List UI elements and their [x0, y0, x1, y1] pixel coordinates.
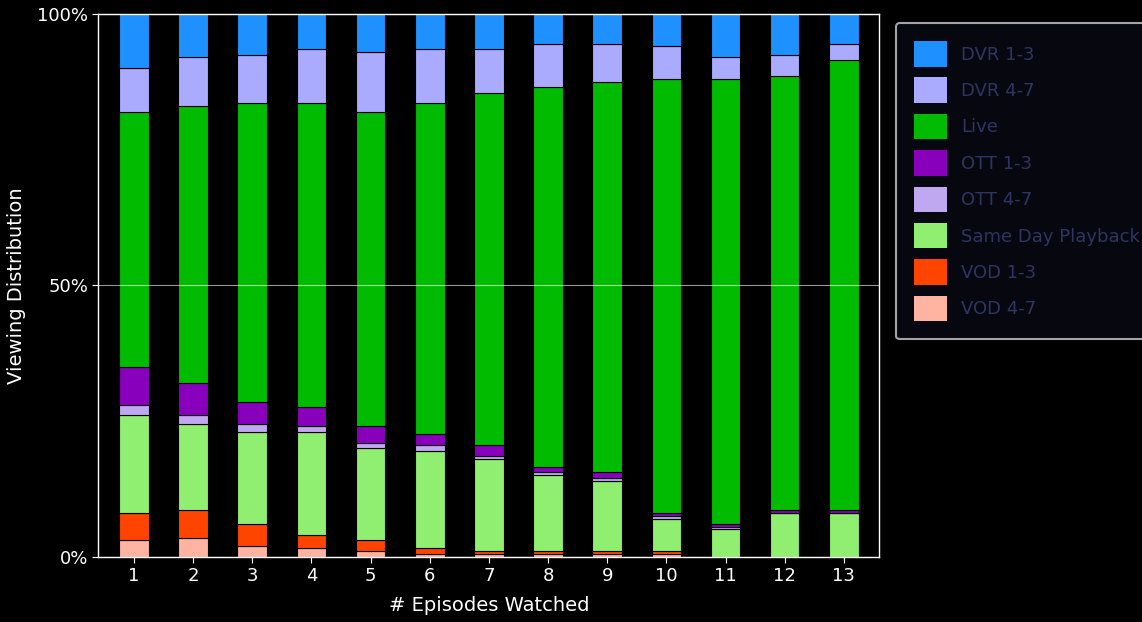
Bar: [829, 44, 859, 60]
Bar: [297, 103, 327, 407]
Bar: [119, 111, 148, 366]
Bar: [119, 513, 148, 541]
Bar: [119, 68, 148, 111]
Bar: [415, 549, 444, 554]
Bar: [652, 14, 681, 47]
Bar: [297, 535, 327, 549]
Bar: [593, 44, 622, 81]
Bar: [356, 551, 385, 557]
Bar: [238, 55, 267, 103]
Bar: [297, 407, 327, 426]
Legend: DVR 1-3, DVR 4-7, Live, OTT 1-3, OTT 4-7, Same Day Playback, VOD 1-3, VOD 4-7: DVR 1-3, DVR 4-7, Live, OTT 1-3, OTT 4-7…: [896, 23, 1142, 340]
Bar: [652, 551, 681, 554]
Bar: [297, 49, 327, 103]
Bar: [178, 424, 208, 511]
Bar: [356, 541, 385, 551]
Bar: [356, 448, 385, 541]
Bar: [415, 445, 444, 451]
Bar: [238, 524, 267, 545]
Bar: [593, 554, 622, 557]
Bar: [593, 551, 622, 554]
Bar: [178, 106, 208, 383]
Bar: [710, 57, 740, 79]
Bar: [178, 511, 208, 537]
Bar: [474, 459, 504, 551]
Bar: [533, 554, 563, 557]
Bar: [533, 473, 563, 475]
Bar: [356, 111, 385, 426]
Bar: [474, 456, 504, 459]
Bar: [652, 47, 681, 79]
Bar: [593, 473, 622, 478]
Bar: [593, 481, 622, 551]
Bar: [119, 14, 148, 68]
Bar: [238, 424, 267, 432]
Bar: [178, 537, 208, 557]
Bar: [770, 513, 799, 557]
Bar: [829, 60, 859, 511]
Bar: [415, 103, 444, 434]
Bar: [238, 14, 267, 55]
Bar: [710, 79, 740, 524]
Bar: [652, 554, 681, 557]
Bar: [652, 513, 681, 516]
Bar: [474, 445, 504, 456]
Y-axis label: Viewing Distribution: Viewing Distribution: [7, 187, 26, 384]
Bar: [178, 383, 208, 415]
Bar: [770, 511, 799, 513]
Bar: [474, 14, 504, 49]
Bar: [710, 527, 740, 529]
Bar: [593, 478, 622, 481]
Bar: [652, 516, 681, 519]
Bar: [533, 467, 563, 473]
Bar: [770, 14, 799, 55]
Bar: [710, 14, 740, 57]
Bar: [178, 57, 208, 106]
Bar: [474, 93, 504, 445]
Bar: [829, 513, 859, 557]
Bar: [356, 14, 385, 52]
Bar: [533, 14, 563, 44]
Bar: [710, 529, 740, 557]
Bar: [770, 55, 799, 77]
Bar: [119, 541, 148, 557]
Bar: [770, 77, 799, 511]
Bar: [593, 14, 622, 44]
Bar: [178, 14, 208, 57]
Bar: [356, 443, 385, 448]
Bar: [356, 426, 385, 443]
X-axis label: # Episodes Watched: # Episodes Watched: [388, 596, 589, 615]
Bar: [533, 44, 563, 87]
Bar: [119, 415, 148, 513]
Bar: [474, 551, 504, 554]
Bar: [533, 475, 563, 551]
Bar: [474, 554, 504, 557]
Bar: [652, 519, 681, 551]
Bar: [415, 451, 444, 549]
Bar: [593, 81, 622, 473]
Bar: [710, 524, 740, 527]
Bar: [238, 432, 267, 524]
Bar: [415, 434, 444, 445]
Bar: [119, 404, 148, 415]
Bar: [297, 14, 327, 49]
Bar: [415, 49, 444, 103]
Bar: [297, 549, 327, 557]
Bar: [474, 49, 504, 93]
Bar: [297, 426, 327, 432]
Bar: [652, 79, 681, 513]
Bar: [178, 415, 208, 424]
Bar: [415, 554, 444, 557]
Bar: [356, 52, 385, 111]
Bar: [238, 402, 267, 424]
Bar: [238, 103, 267, 402]
Bar: [238, 545, 267, 557]
Bar: [829, 14, 859, 44]
Bar: [119, 366, 148, 404]
Bar: [533, 551, 563, 554]
Bar: [829, 511, 859, 513]
Bar: [533, 87, 563, 467]
Bar: [297, 432, 327, 535]
Bar: [415, 14, 444, 49]
